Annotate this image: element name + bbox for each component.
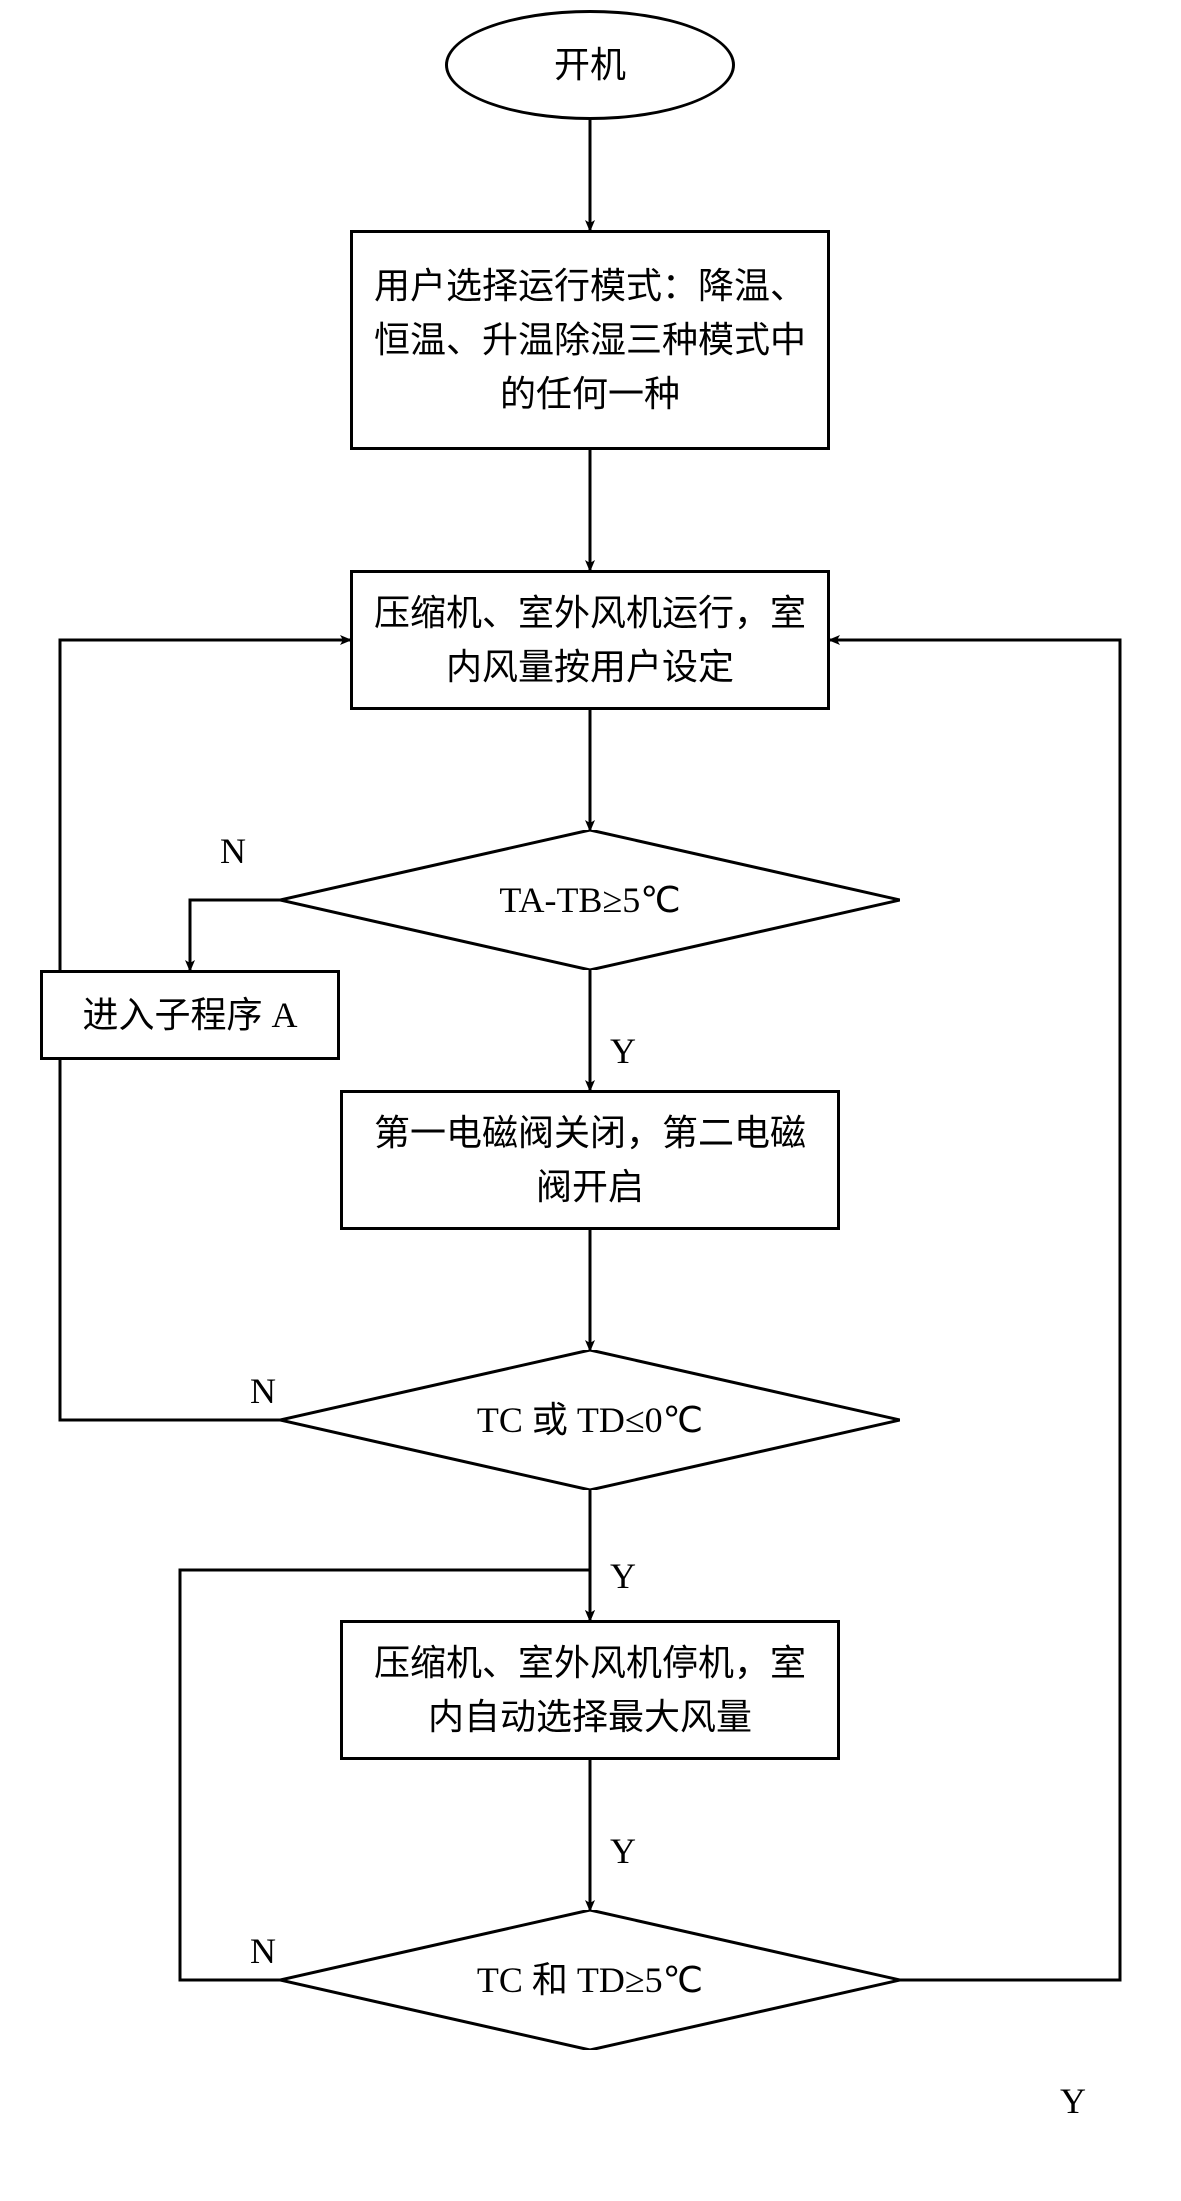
select-mode-label: 用户选择运行模式：降温、恒温、升温除湿三种模式中的任何一种: [373, 259, 807, 421]
edge-label-d1-y: Y: [610, 1030, 636, 1072]
decision-2-node: TC 或 TD≤0℃: [280, 1350, 900, 1490]
edge-label-stop-y: Y: [610, 1830, 636, 1872]
subroutine-a-node: 进入子程序 A: [40, 970, 340, 1060]
valves-label: 第一电磁阀关闭，第二电磁阀开启: [363, 1106, 817, 1214]
decision-1-node: TA-TB≥5℃: [280, 830, 900, 970]
edge-label-d3-n: N: [250, 1930, 276, 1972]
stop-label: 压缩机、室外风机停机，室内自动选择最大风量: [363, 1636, 817, 1744]
decision-1-label: TA-TB≥5℃: [499, 873, 680, 927]
run-label: 压缩机、室外风机运行，室内风量按用户设定: [368, 586, 812, 694]
run-node: 压缩机、室外风机运行，室内风量按用户设定: [350, 570, 830, 710]
select-mode-node: 用户选择运行模式：降温、恒温、升温除湿三种模式中的任何一种: [350, 230, 830, 450]
subroutine-a-label: 进入子程序 A: [83, 988, 298, 1042]
edge-label-d3-y: Y: [1060, 2080, 1086, 2122]
start-label: 开机: [554, 38, 626, 92]
edge-label-d2-y: Y: [610, 1555, 636, 1597]
decision-2-label: TC 或 TD≤0℃: [477, 1393, 703, 1447]
decision-3-label: TC 和 TD≥5℃: [477, 1953, 703, 2007]
start-node: 开机: [445, 10, 735, 120]
valves-node: 第一电磁阀关闭，第二电磁阀开启: [340, 1090, 840, 1230]
edge-label-d1-n: N: [220, 830, 246, 872]
edge-label-d2-n: N: [250, 1370, 276, 1412]
flowchart-canvas: 开机 用户选择运行模式：降温、恒温、升温除湿三种模式中的任何一种 压缩机、室外风…: [0, 0, 1181, 2201]
stop-node: 压缩机、室外风机停机，室内自动选择最大风量: [340, 1620, 840, 1760]
decision-3-node: TC 和 TD≥5℃: [280, 1910, 900, 2050]
